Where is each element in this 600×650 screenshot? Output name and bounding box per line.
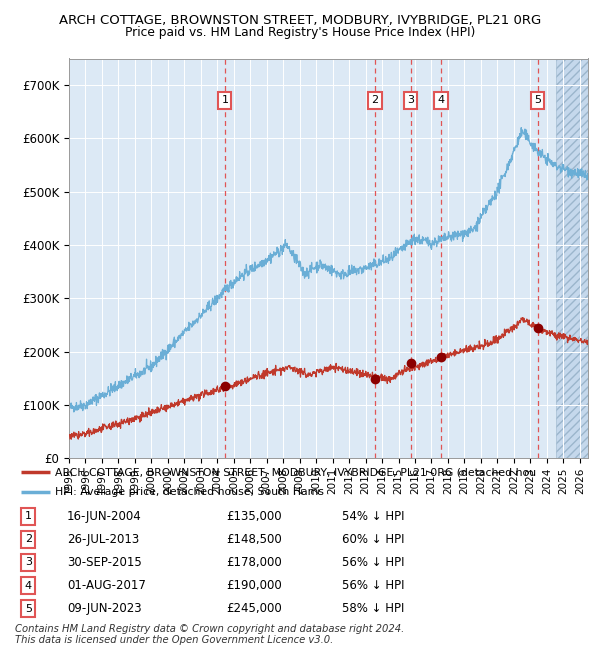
Text: 1: 1 bbox=[25, 511, 32, 521]
Text: This data is licensed under the Open Government Licence v3.0.: This data is licensed under the Open Gov… bbox=[15, 635, 333, 645]
Text: 60% ↓ HPI: 60% ↓ HPI bbox=[342, 533, 404, 546]
Text: £148,500: £148,500 bbox=[226, 533, 282, 546]
Text: 58% ↓ HPI: 58% ↓ HPI bbox=[342, 603, 404, 616]
Bar bbox=[556, 58, 588, 458]
Text: 3: 3 bbox=[25, 558, 32, 567]
Text: 3: 3 bbox=[407, 96, 415, 105]
Text: £190,000: £190,000 bbox=[226, 579, 282, 592]
Text: 09-JUN-2023: 09-JUN-2023 bbox=[67, 603, 142, 616]
Text: £245,000: £245,000 bbox=[226, 603, 282, 616]
Text: 01-AUG-2017: 01-AUG-2017 bbox=[67, 579, 146, 592]
Text: ARCH COTTAGE, BROWNSTON STREET, MODBURY, IVYBRIDGE, PL21 0RG: ARCH COTTAGE, BROWNSTON STREET, MODBURY,… bbox=[59, 14, 541, 27]
Text: 5: 5 bbox=[25, 604, 32, 614]
Text: Price paid vs. HM Land Registry's House Price Index (HPI): Price paid vs. HM Land Registry's House … bbox=[125, 26, 475, 39]
Text: Contains HM Land Registry data © Crown copyright and database right 2024.: Contains HM Land Registry data © Crown c… bbox=[15, 624, 404, 634]
Text: 4: 4 bbox=[437, 96, 445, 105]
Text: £135,000: £135,000 bbox=[226, 510, 282, 523]
Text: 54% ↓ HPI: 54% ↓ HPI bbox=[342, 510, 404, 523]
Text: 1: 1 bbox=[221, 96, 229, 105]
Text: £178,000: £178,000 bbox=[226, 556, 282, 569]
Text: 4: 4 bbox=[25, 580, 32, 591]
Text: HPI: Average price, detached house, South Hams: HPI: Average price, detached house, Sout… bbox=[55, 487, 325, 497]
Text: 2: 2 bbox=[371, 96, 379, 105]
Text: ARCH COTTAGE, BROWNSTON STREET, MODBURY, IVYBRIDGE, PL21 0RG (detached hou: ARCH COTTAGE, BROWNSTON STREET, MODBURY,… bbox=[55, 467, 536, 477]
Text: 56% ↓ HPI: 56% ↓ HPI bbox=[342, 579, 404, 592]
Text: 2: 2 bbox=[25, 534, 32, 544]
Text: 5: 5 bbox=[534, 96, 541, 105]
Text: 26-JUL-2013: 26-JUL-2013 bbox=[67, 533, 139, 546]
Text: 56% ↓ HPI: 56% ↓ HPI bbox=[342, 556, 404, 569]
Text: 30-SEP-2015: 30-SEP-2015 bbox=[67, 556, 142, 569]
Text: 16-JUN-2004: 16-JUN-2004 bbox=[67, 510, 142, 523]
